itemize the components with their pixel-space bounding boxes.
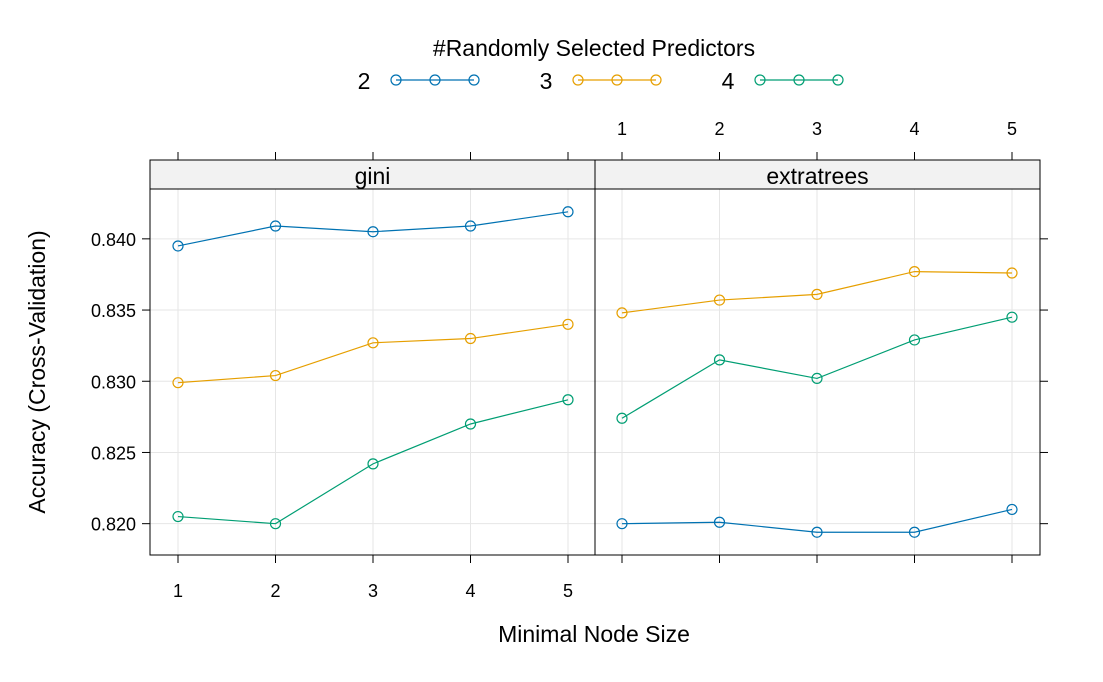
y-tick-label-4: 0.840 bbox=[91, 230, 136, 250]
legend-label-3: 3 bbox=[540, 68, 553, 94]
point-extratrees-2-2 bbox=[713, 516, 726, 528]
panel-extratrees: extratrees bbox=[594, 159, 1041, 556]
point-gini-3-5 bbox=[562, 318, 574, 330]
strip-label-gini: gini bbox=[355, 163, 391, 189]
point-extratrees-3-5 bbox=[1006, 267, 1018, 279]
x-tick-label-bottom-4: 5 bbox=[563, 581, 573, 601]
x-tick-label-bottom-3: 4 bbox=[465, 581, 475, 601]
legend-label-4: 4 bbox=[722, 68, 735, 94]
point-gini-4-4 bbox=[464, 418, 477, 430]
panels: gini extratrees 1 2 3 4 5 1 2 3 4 5 0.820 0.825 0.830 0… bbox=[91, 119, 1048, 601]
point-extratrees-2-3 bbox=[811, 526, 823, 538]
y-tick-label-1: 0.825 bbox=[91, 443, 136, 463]
point-gini-4-5 bbox=[562, 394, 574, 406]
legend-marker-4-1 bbox=[793, 74, 805, 86]
point-extratrees-3-1 bbox=[616, 307, 628, 319]
legend-title: #Randomly Selected Predictors bbox=[433, 35, 755, 61]
point-gini-3-2 bbox=[269, 369, 282, 382]
point-gini-2-4 bbox=[464, 220, 477, 232]
point-extratrees-3-3 bbox=[811, 288, 823, 300]
series-line-gini-4 bbox=[177, 399, 569, 525]
legend-marker-2-1 bbox=[429, 74, 441, 86]
legend-marker-3-1 bbox=[611, 74, 623, 86]
panel-grid-extratrees bbox=[595, 189, 1040, 555]
series-line-extratrees-4 bbox=[621, 316, 1013, 419]
series-extratrees-3 bbox=[616, 265, 1018, 319]
series-extratrees-2 bbox=[616, 503, 1018, 538]
point-extratrees-4-5 bbox=[1006, 311, 1018, 323]
series-gini-2 bbox=[172, 206, 574, 252]
legend-label-2: 2 bbox=[358, 68, 371, 94]
point-gini-3-4 bbox=[464, 332, 477, 345]
y-axis-label: Accuracy (Cross-Validation) bbox=[24, 230, 50, 513]
point-extratrees-2-4 bbox=[908, 526, 921, 538]
legend-marker-3-0 bbox=[572, 74, 584, 86]
point-gini-4-2 bbox=[269, 518, 282, 530]
panel-grid-gini bbox=[150, 189, 595, 555]
x-tick-label-top-0: 1 bbox=[617, 119, 627, 139]
legend-marker-4-2 bbox=[832, 74, 844, 86]
strip-label-extratrees: extratrees bbox=[766, 163, 868, 189]
point-extratrees-2-1 bbox=[616, 518, 628, 530]
series-gini-3 bbox=[172, 318, 574, 389]
point-gini-4-3 bbox=[367, 458, 379, 470]
y-tick-label-3: 0.835 bbox=[91, 301, 136, 321]
point-extratrees-2-5 bbox=[1006, 503, 1018, 516]
x-tick-label-top-4: 5 bbox=[1007, 119, 1017, 139]
point-extratrees-4-1 bbox=[616, 412, 628, 424]
axes: 1 2 3 4 5 1 2 3 4 5 0.820 0.825 0.830 0.835 0.840 bbox=[91, 119, 1048, 601]
legend-entry-2: 2 bbox=[358, 68, 480, 94]
point-gini-2-3 bbox=[367, 226, 379, 238]
x-tick-label-bottom-0: 1 bbox=[173, 581, 183, 601]
series-line-gini-2 bbox=[177, 211, 569, 247]
panel-gini: gini bbox=[149, 159, 596, 556]
series-line-extratrees-2 bbox=[621, 508, 1013, 533]
point-extratrees-4-2 bbox=[713, 354, 726, 366]
point-extratrees-4-3 bbox=[811, 372, 823, 385]
x-axis-label: Minimal Node Size bbox=[498, 621, 690, 647]
point-gini-4-1 bbox=[172, 510, 184, 523]
legend-marker-2-0 bbox=[390, 74, 402, 86]
y-tick-label-0: 0.820 bbox=[91, 515, 136, 535]
x-tick-label-bottom-1: 2 bbox=[270, 581, 280, 601]
point-extratrees-3-4 bbox=[908, 265, 921, 278]
legend-marker-4-0 bbox=[754, 74, 766, 86]
point-extratrees-3-2 bbox=[713, 294, 726, 306]
x-tick-label-top-3: 4 bbox=[909, 119, 919, 139]
legend-marker-2-2 bbox=[468, 74, 480, 86]
legend-entry-3: 3 bbox=[540, 68, 662, 94]
strip-extratrees bbox=[594, 159, 1041, 190]
point-gini-2-1 bbox=[172, 240, 184, 252]
series-extratrees-4 bbox=[616, 311, 1018, 424]
x-tick-label-top-2: 3 bbox=[812, 119, 822, 139]
series-line-extratrees-3 bbox=[621, 270, 1013, 314]
legend-marker-3-2 bbox=[650, 74, 662, 86]
x-tick-label-top-1: 2 bbox=[714, 119, 724, 139]
x-tick-label-bottom-2: 3 bbox=[368, 581, 378, 601]
legend: #Randomly Selected Predictors 2 3 4 bbox=[358, 35, 844, 94]
series-line-gini-3 bbox=[177, 323, 569, 384]
point-gini-3-1 bbox=[172, 377, 184, 389]
point-gini-2-5 bbox=[562, 206, 574, 218]
point-gini-2-2 bbox=[269, 220, 282, 232]
point-gini-3-3 bbox=[367, 337, 379, 349]
series-gini-4 bbox=[172, 394, 574, 530]
legend-entries: 2 3 4 bbox=[358, 68, 844, 94]
legend-entry-4: 4 bbox=[722, 68, 844, 94]
point-extratrees-4-4 bbox=[908, 334, 921, 346]
y-tick-label-2: 0.830 bbox=[91, 372, 136, 392]
